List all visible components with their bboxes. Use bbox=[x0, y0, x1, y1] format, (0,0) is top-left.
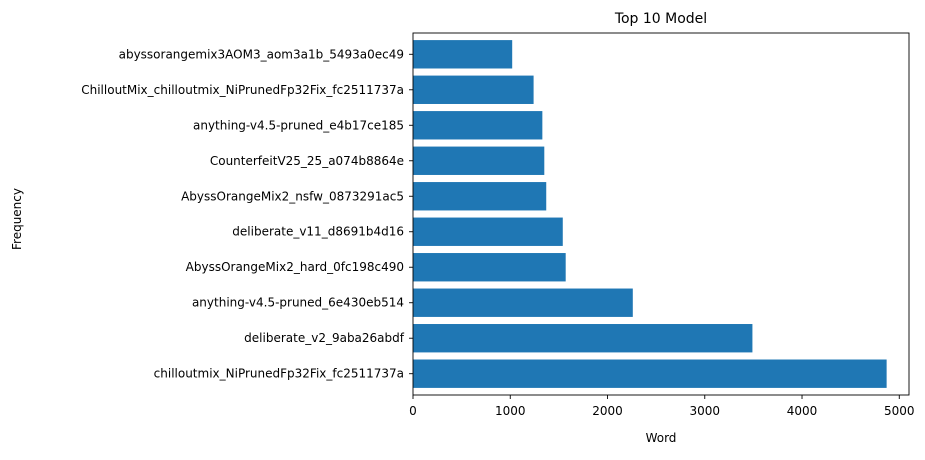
bar-2 bbox=[413, 288, 633, 317]
y-tick-label: CounterfeitV25_25_a074b8864e bbox=[210, 154, 404, 168]
x-axis-label: Word bbox=[646, 431, 677, 445]
y-tick-label: chilloutmix_NiPrunedFp32Fix_fc2511737a bbox=[154, 367, 404, 381]
y-axis-ticks: chilloutmix_NiPrunedFp32Fix_fc2511737a de… bbox=[81, 47, 413, 381]
bar-5 bbox=[413, 182, 547, 211]
y-tick-label: ChilloutMix_chilloutmix_NiPrunedFp32Fix_… bbox=[81, 83, 404, 97]
x-tick-label: 3000 bbox=[689, 404, 720, 418]
chart-title: Top 10 Model bbox=[614, 11, 707, 27]
bar-1 bbox=[413, 324, 753, 353]
bar-4 bbox=[413, 217, 563, 246]
bar-3 bbox=[413, 253, 566, 282]
bar-7 bbox=[413, 111, 543, 140]
y-tick-label: deliberate_v11_d8691b4d16 bbox=[232, 225, 404, 239]
y-tick-label: anything-v4.5-pruned_e4b17ce185 bbox=[193, 118, 404, 132]
plot-frame bbox=[412, 32, 910, 396]
bar-8 bbox=[413, 75, 534, 104]
y-tick-label: anything-v4.5-pruned_6e430eb514 bbox=[192, 296, 404, 310]
x-axis-ticks: 0 1000 2000 3000 4000 5000 bbox=[409, 395, 915, 418]
x-tick-label: 4000 bbox=[787, 404, 818, 418]
y-axis-label: Frequency bbox=[10, 188, 24, 250]
bars-layer bbox=[413, 40, 887, 388]
y-tick-label: deliberate_v2_9aba26abdf bbox=[244, 331, 405, 345]
bar-0 bbox=[413, 359, 887, 388]
bar-9 bbox=[413, 40, 513, 69]
x-tick-label: 0 bbox=[409, 404, 417, 418]
bar-6 bbox=[413, 146, 545, 175]
x-tick-label: 2000 bbox=[592, 404, 623, 418]
y-tick-label: AbyssOrangeMix2_hard_0fc198c490 bbox=[186, 260, 404, 274]
y-tick-label: abyssorangemix3AOM3_aom3a1b_5493a0ec49 bbox=[119, 47, 404, 61]
y-tick-label: AbyssOrangeMix2_nsfw_0873291ac5 bbox=[181, 189, 404, 203]
x-tick-label: 1000 bbox=[495, 404, 526, 418]
x-tick-label: 5000 bbox=[884, 404, 915, 418]
